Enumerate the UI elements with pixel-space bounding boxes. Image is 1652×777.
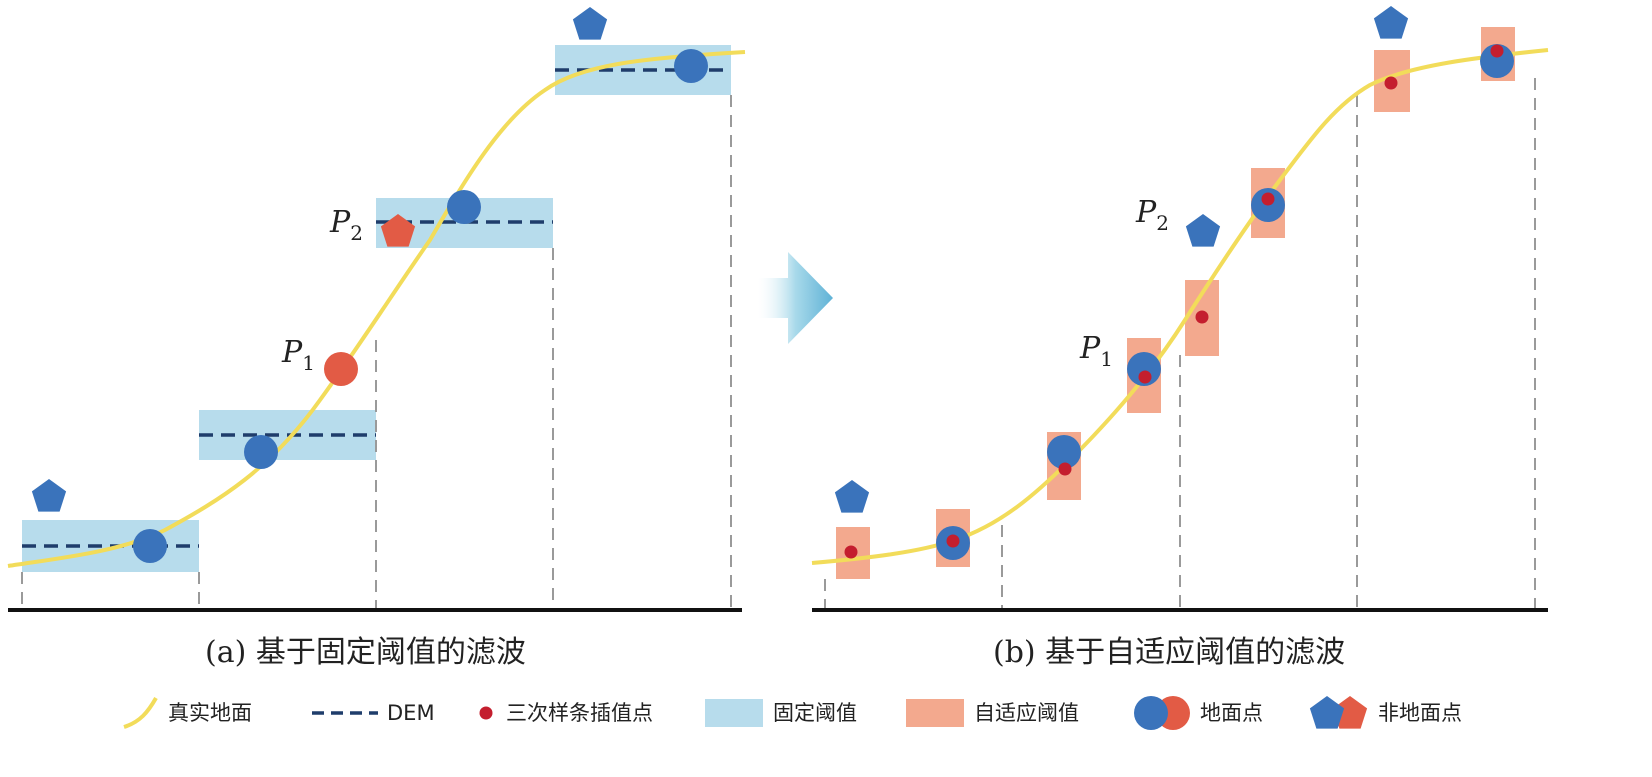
nonground-point-p2 xyxy=(1185,214,1221,247)
ground-point xyxy=(1047,435,1081,469)
right-arrow-icon xyxy=(758,252,833,344)
legend-fixed-icon xyxy=(705,699,763,727)
nonground-point-p1 xyxy=(324,352,358,386)
legend-spline-icon xyxy=(479,706,493,720)
legend-spline: 三次样条插值点 xyxy=(506,701,653,725)
nonground-point xyxy=(1373,6,1409,39)
nonground-point xyxy=(31,479,67,512)
ground-point xyxy=(674,49,708,83)
legend-nonground-icon-blue xyxy=(1309,696,1345,729)
ground-point xyxy=(447,190,481,224)
nonground-point xyxy=(572,7,608,40)
nonground-point xyxy=(834,480,870,513)
label-p2-a: P2 xyxy=(329,205,363,245)
legend-nonground-point: 非地面点 xyxy=(1378,701,1462,725)
legend-dem: DEM xyxy=(387,701,435,725)
label-p1-b: P1 xyxy=(1079,331,1113,371)
spline-points xyxy=(844,44,1504,559)
grid-lines xyxy=(824,78,1536,610)
dem-lines xyxy=(22,68,731,548)
caption-b: (b) 基于自适应阈值的滤波 xyxy=(993,635,1345,670)
legend-adaptive-threshold: 自适应阈值 xyxy=(974,701,1079,725)
legend-true-ground: 真实地面 xyxy=(168,701,252,725)
legend-curve-icon xyxy=(123,697,158,729)
panel-a: P2 P1 (a) 基于固定阈值的滤波 xyxy=(7,7,746,670)
legend-fixed-threshold: 固定阈值 xyxy=(773,701,857,725)
grid-lines xyxy=(21,95,732,610)
caption-a: (a) 基于固定阈值的滤波 xyxy=(205,635,526,670)
legend-ground-point: 地面点 xyxy=(1200,701,1263,725)
ground-point xyxy=(1127,352,1161,386)
legend: 真实地面 DEM 三次样条插值点 固定阈值 自适应阈值 地面点 非地面点 xyxy=(123,696,1462,730)
adaptive-threshold-boxes xyxy=(836,27,1515,579)
ground-point xyxy=(133,529,167,563)
label-p2-b: P2 xyxy=(1135,195,1169,235)
label-p1-a: P1 xyxy=(281,335,315,375)
panel-b: P2 P1 (b) 基于自适应阈值的滤波 xyxy=(811,6,1549,670)
ground-point xyxy=(244,435,278,469)
ground-point xyxy=(1480,44,1514,78)
legend-ground-icon-blue xyxy=(1134,696,1168,730)
legend-adaptive-icon xyxy=(906,699,964,727)
